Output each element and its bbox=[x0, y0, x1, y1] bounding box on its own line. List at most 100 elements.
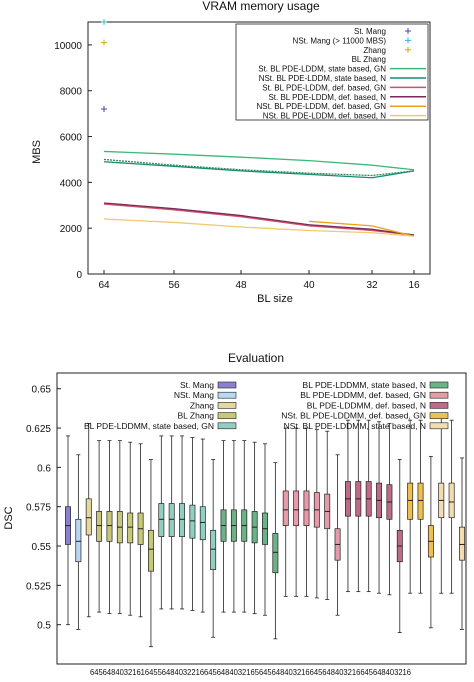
box-body bbox=[293, 490, 300, 526]
y-tick-label: 0 bbox=[76, 270, 82, 281]
y-tick-label: 4000 bbox=[60, 178, 83, 189]
box-body bbox=[303, 490, 310, 526]
legend-swatch bbox=[429, 422, 449, 430]
legend-label: St. BL PDE-LDDM, def. based, GN bbox=[262, 83, 386, 92]
legend-label: NSt. Mang bbox=[174, 390, 214, 400]
box bbox=[324, 430, 331, 600]
y-axis-label: DSC bbox=[3, 506, 15, 529]
box bbox=[313, 429, 320, 599]
y-tick-label: 0.6 bbox=[37, 463, 51, 474]
box-body bbox=[158, 503, 165, 537]
box-body bbox=[85, 498, 92, 536]
box bbox=[272, 462, 279, 640]
box-body bbox=[459, 526, 465, 561]
legend-label: NSt. Mang (> 11000 MBS) bbox=[293, 36, 387, 45]
y-tick-label: 8000 bbox=[60, 87, 83, 98]
y-axis: 0.5 0.525 0.55 0.575 0.6 0.625 0.65 bbox=[26, 385, 61, 632]
box bbox=[262, 443, 268, 616]
x-tick-labels: 6456484032161645564840322166456484032165… bbox=[90, 668, 412, 677]
legend-label: St. BL PDE-LDDM, def. based, N bbox=[268, 93, 386, 102]
chart-title: Evaluation bbox=[228, 351, 284, 365]
legend-label: BL PDE-LDDMM, state based, GN bbox=[84, 421, 214, 431]
legend-label: BL PDE-LDDMM, state based, N bbox=[303, 380, 426, 390]
box bbox=[365, 419, 372, 593]
y-axis-label: MBS bbox=[31, 140, 43, 164]
box bbox=[230, 440, 237, 613]
data-point bbox=[101, 19, 107, 25]
legend-label: St. Mang bbox=[354, 27, 386, 36]
box bbox=[147, 459, 154, 648]
box-body bbox=[272, 533, 279, 574]
y-tick-label: 2000 bbox=[60, 224, 83, 235]
box bbox=[303, 427, 310, 597]
plot-frame bbox=[56, 372, 467, 665]
legend-label: BL Zhang bbox=[177, 411, 214, 421]
box bbox=[241, 440, 248, 613]
box bbox=[344, 419, 351, 593]
legend-label: NSt. BL PDE-LDDM, def. based, N bbox=[263, 112, 387, 121]
x-tick-label: 32 bbox=[366, 280, 378, 291]
box bbox=[199, 438, 206, 613]
series-line bbox=[103, 158, 415, 177]
y-axis: 0 2000 4000 6000 8000 10000 bbox=[54, 41, 92, 281]
legend-swatch bbox=[217, 391, 237, 399]
legend-label: NSt. BL PDE-LDDMM, state based, N bbox=[284, 421, 426, 431]
box bbox=[355, 419, 362, 593]
legend-swatch bbox=[217, 402, 237, 409]
legend-label: NSt. BL PDE-LDDMM, def. based, GN bbox=[281, 411, 426, 421]
x-tick-label: 16 bbox=[408, 280, 420, 291]
legend-swatch bbox=[429, 381, 449, 389]
y-tick-label: 0.575 bbox=[26, 503, 51, 514]
data-point bbox=[101, 39, 107, 46]
box bbox=[334, 454, 341, 616]
box-body bbox=[75, 518, 82, 563]
box bbox=[220, 440, 227, 613]
legend-label: St. BL PDE-LDDM, state based, GN bbox=[258, 65, 386, 74]
box-body bbox=[96, 511, 103, 542]
legend-label: BL Zhang bbox=[352, 55, 386, 64]
box bbox=[85, 422, 92, 618]
box bbox=[282, 427, 289, 597]
legend-swatch bbox=[217, 412, 237, 419]
legend-box bbox=[235, 23, 429, 121]
legend-label: Zhang bbox=[363, 46, 386, 55]
y-tick-label: 0.625 bbox=[26, 424, 51, 435]
series-line bbox=[308, 220, 415, 237]
y-tick-label: 10000 bbox=[54, 41, 82, 52]
series-line bbox=[103, 203, 415, 236]
legend-label: NSt. BL PDE-LDDM, def. based, GN bbox=[256, 102, 386, 111]
box-body bbox=[417, 482, 424, 520]
series-line bbox=[103, 161, 415, 179]
x-axis: 64 56 48 40 32 16 bbox=[98, 270, 420, 291]
legend-label: NSt. BL PDE-LDDM, state based, N bbox=[259, 74, 387, 83]
legend-label: BL PDE-LDDMM, def. based, N bbox=[307, 400, 426, 410]
box-body bbox=[179, 503, 186, 537]
series-line bbox=[103, 150, 415, 171]
plot-frame bbox=[87, 21, 431, 275]
box-body bbox=[448, 482, 455, 519]
box bbox=[75, 454, 82, 630]
box bbox=[96, 440, 103, 613]
box bbox=[168, 435, 175, 610]
box bbox=[438, 416, 445, 594]
x-tick-label: 40 bbox=[303, 280, 315, 291]
y-tick-label: 0.65 bbox=[32, 385, 52, 396]
chart-title: VRAM memory usage bbox=[202, 0, 320, 13]
box-body bbox=[282, 490, 289, 526]
data-point bbox=[101, 106, 107, 113]
box bbox=[106, 440, 113, 615]
x-tick-label: 56 bbox=[168, 280, 180, 291]
legend-swatch bbox=[429, 391, 449, 399]
box-body bbox=[106, 511, 113, 542]
legend-label: Zhang bbox=[190, 400, 214, 410]
box bbox=[386, 422, 393, 596]
series-line bbox=[103, 202, 415, 236]
box bbox=[65, 435, 71, 626]
y-tick-label: 0.525 bbox=[26, 581, 51, 592]
legend-swatch bbox=[429, 402, 449, 409]
box bbox=[427, 455, 434, 629]
evaluation-chart: Evaluation 0.5 0.525 0.55 0.575 0.6 0.625 0.65… bbox=[3, 351, 467, 677]
